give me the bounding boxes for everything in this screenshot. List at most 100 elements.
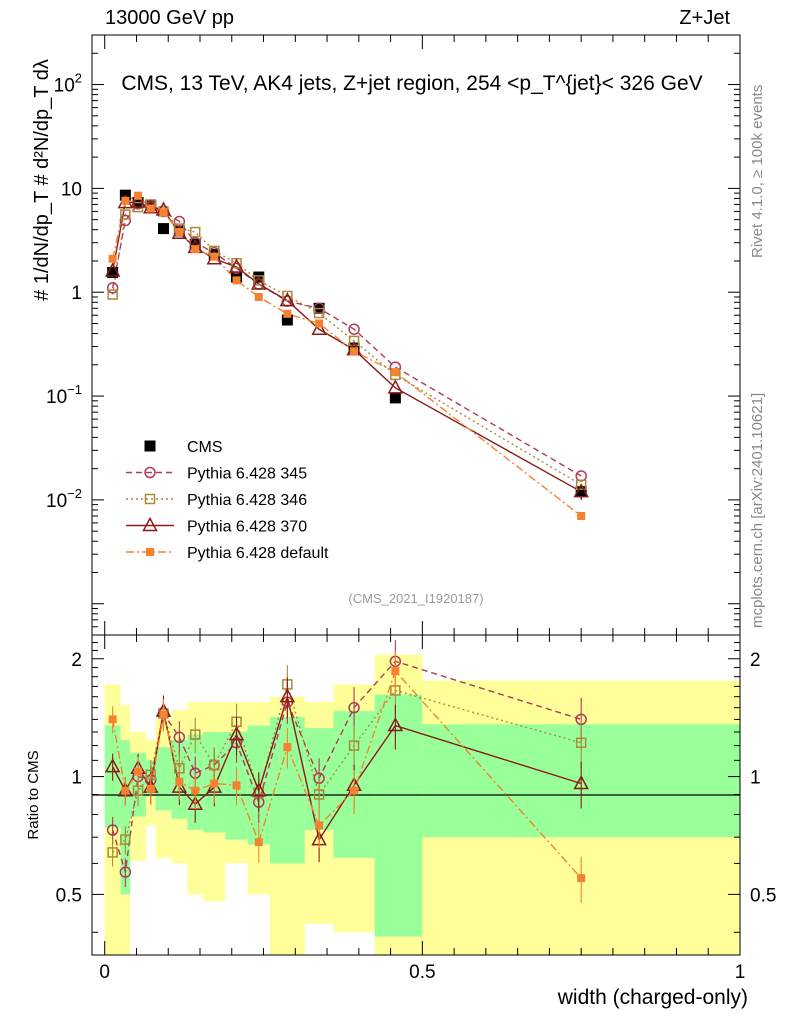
x-tick-label: 1 [735, 962, 746, 983]
pythia-6-428-default-ratio-point [146, 784, 155, 793]
y-tick-label: 10 [61, 179, 82, 200]
pythia-6-428-370-point [311, 320, 327, 335]
pythia-6-428-default-ratio-point [108, 715, 117, 724]
pythia-6-428-346-point [120, 209, 131, 220]
green-band [120, 740, 131, 895]
pythia-6-428-345-ratio-point [119, 866, 132, 878]
legend-marker [142, 516, 158, 532]
pythia-6-428-default-ratio-point [391, 667, 400, 676]
y-axis-label: # 1/dN/dp_T # d²N/dp_T dλ [31, 59, 53, 301]
pythia-6-428-346-point [282, 290, 293, 302]
ratio-y-tick-label: 0.5 [750, 885, 776, 906]
rivet-version-label: Rivet 4.1.0, ≥ 100k events [749, 85, 766, 258]
pythia-6-428-370-point [251, 275, 267, 290]
pythia-6-428-default-ratio-point [121, 786, 130, 795]
cms-point [281, 314, 293, 326]
cms-point [575, 486, 587, 498]
y-tick-label: 1 [71, 283, 82, 304]
pythia-6-428-default-point [391, 368, 400, 377]
legend-label: Pythia 6.428 370 [187, 519, 307, 536]
pythia-6-428-default-point [146, 204, 155, 213]
ratio-series-markers [104, 640, 589, 904]
x-tick-label: 0 [99, 962, 110, 983]
pythia-6-428-default-point [315, 319, 324, 328]
pythia-6-428-346-point [348, 335, 360, 347]
analysis-watermark: (CMS_2021_I1920187) [348, 591, 483, 606]
pythia-6-428-346-point [313, 307, 325, 319]
legend-marker [144, 466, 156, 479]
pythia-6-428-default-ratio-point [191, 786, 200, 795]
mcplots-label: mcplots.cern.ch [arXiv:2401.10621] [749, 393, 766, 628]
pythia-6-428-345-point [348, 323, 360, 335]
ratio-y-tick-label: 0.5 [56, 885, 82, 906]
pythia-6-428-default-ratio-point [159, 710, 168, 719]
cms-point [107, 266, 119, 278]
pythia-6-428-default-ratio-point [350, 786, 359, 795]
legend-label: CMS [187, 439, 223, 456]
pythia-6-428-370-point [573, 483, 589, 498]
pythia-6-428-default-ratio-point [315, 821, 324, 830]
x-tick-label: 0.5 [409, 962, 435, 983]
pythia-6-428-370-point [279, 292, 296, 307]
legend-marker [146, 548, 154, 556]
green-band [155, 747, 172, 811]
pythia-6-428-346-ratio-point [348, 740, 360, 751]
pythia-6-428-370-ratio-point [228, 726, 245, 741]
pythia-6-428-346-ratio-point [189, 729, 201, 740]
pythia-6-428-default-point [134, 191, 143, 200]
ratio-y-tick-label: 2 [750, 650, 761, 671]
pythia-6-428-345-ratio-point [348, 701, 360, 714]
pythia-6-428-default-point [210, 252, 219, 261]
pythia-6-428-370-point [387, 379, 404, 394]
pythia-6-428-346-ratio-point [575, 737, 587, 749]
ratio-y-tick-label: 1 [71, 768, 82, 789]
legend-label: Pythia 6.428 default [187, 545, 329, 562]
ratio-y-tick-label: 1 [750, 768, 761, 789]
pythia-6-428-default-ratio-point [175, 777, 184, 786]
pythia-6-428-346-ratio-point [120, 834, 131, 845]
pythia-6-428-default-point [350, 347, 359, 356]
chart-title: CMS, 13 TeV, AK4 jets, Z+jet region, 254… [121, 72, 702, 95]
pythia-6-428-default-ratio-point [283, 743, 292, 751]
pythia-6-428-370-ratio-point [104, 758, 121, 773]
x-axis-label: width (charged-only) [557, 986, 748, 1009]
pythia-6-428-default-point [121, 196, 130, 205]
pythia-6-428-default-ratio-point [232, 781, 241, 790]
pythia-6-428-370-point [228, 258, 245, 273]
green-band [374, 694, 423, 937]
cms-point [189, 238, 201, 250]
pythia-6-428-default-point [254, 292, 263, 301]
ratio-y-axis-label: Ratio to CMS [25, 750, 42, 839]
pythia-6-428-345-point [106, 282, 119, 294]
pythia-6-428-370-point [130, 193, 146, 208]
pythia-6-428-346-point [107, 289, 118, 300]
pythia-6-428-346-point [575, 479, 587, 490]
pythia-6-428-default-ratio-point [254, 838, 263, 847]
pythia-6-428-345-ratio-point [173, 731, 186, 744]
y-tick-label: 10−1 [46, 382, 82, 408]
legend-label: Pythia 6.428 346 [187, 492, 307, 509]
pythia-6-428-346-ratio-point [107, 847, 118, 858]
pythia-6-428-default-point [175, 228, 184, 237]
header-energy-label: 13000 GeV pp [105, 7, 234, 29]
header-process-label: Z+Jet [679, 7, 730, 29]
legend: CMS Pythia 6.428 345 Pythia 6.428 346 Pythi… [126, 439, 329, 562]
ratio-y-tick-label: 2 [71, 650, 82, 671]
pythia-6-428-default-point [232, 276, 241, 285]
main-panel: 10−2 10−1 1 10 102 CMS, 13 TeV, AK4 jets, Z+… [31, 34, 741, 636]
pythia-6-428-default-point [191, 245, 200, 254]
pythia-6-428-346-ratio-point [313, 789, 325, 800]
ratio-panel: 0 0.5 1 0.5 0.5 1 1 2 2 Ratio to CMS width (char… [25, 634, 776, 1009]
pythia-6-428-346-point [189, 226, 201, 238]
pythia-6-428-370-point [104, 262, 121, 277]
pythia-6-428-default-ratio-point [134, 767, 143, 776]
y-tick-label: 102 [54, 71, 82, 97]
y-axis-label-text: # 1/dN/dp_T # d²N/dp_T dλ [31, 59, 53, 301]
pythia-6-428-default-point [108, 254, 117, 263]
main-axis-ticks: 10−2 10−1 1 10 102 [46, 34, 741, 636]
legend-marker [144, 493, 156, 505]
legend-label: Pythia 6.428 345 [187, 466, 307, 483]
pythia-6-428-default-ratio-point [210, 779, 219, 788]
pythia-6-428-default-point [159, 208, 168, 217]
